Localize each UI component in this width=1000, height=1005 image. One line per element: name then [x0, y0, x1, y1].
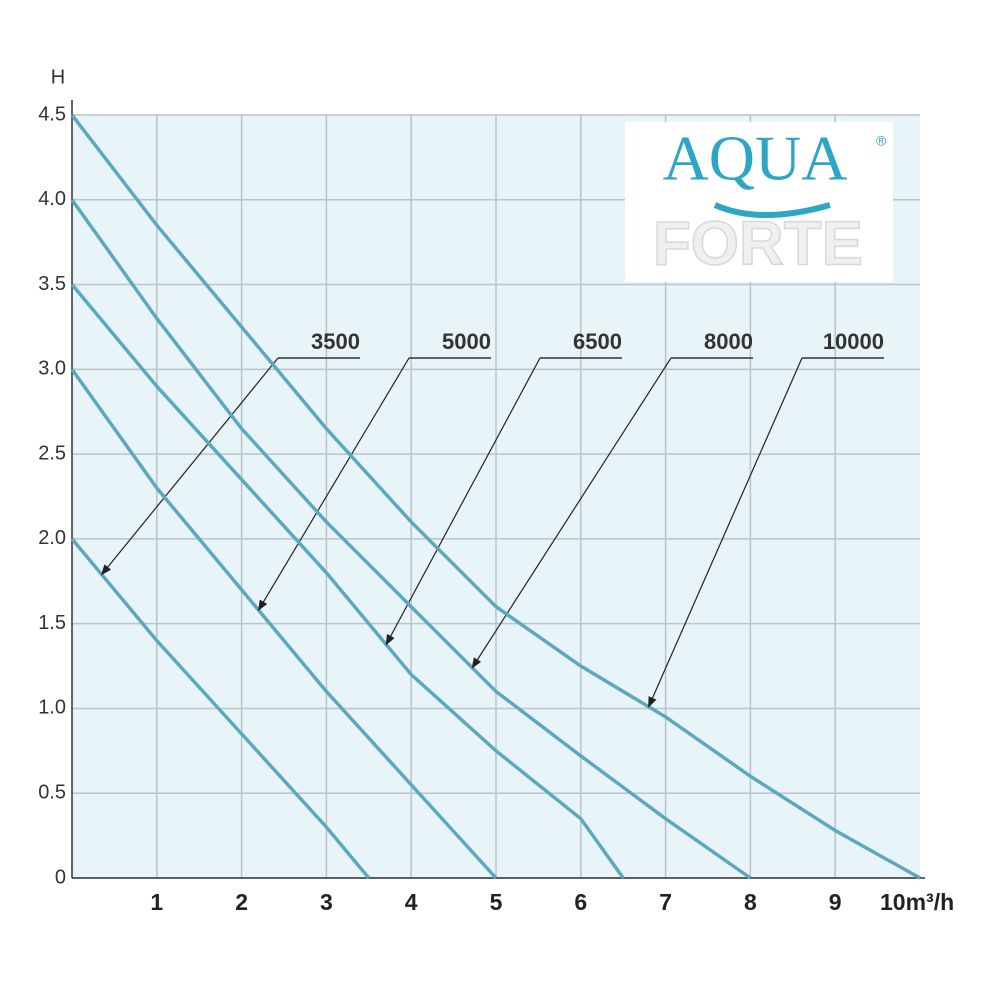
logo-wave	[713, 202, 831, 218]
y-tick-label: 1.0	[38, 697, 66, 719]
x-tick-label: 3	[320, 889, 333, 915]
x-tick-label: 9	[829, 889, 842, 915]
y-tick-label: 3.0	[38, 358, 66, 380]
logo-main: AQUA	[663, 123, 848, 194]
x-tick-label: 7	[659, 889, 672, 915]
curve	[70, 113, 921, 880]
series-label: 8000	[704, 329, 753, 354]
curve	[70, 537, 371, 880]
curve	[70, 368, 498, 880]
y-tick-label: 0.5	[38, 782, 66, 804]
y-axis-label: H	[51, 66, 65, 88]
x-tick-label: 10m³/h	[880, 889, 954, 915]
logo-box	[625, 122, 893, 282]
leader-arrow	[471, 357, 672, 669]
y-tick-label: 2.0	[38, 527, 66, 549]
x-tick-label: 1	[150, 889, 163, 915]
y-tick-label: 4.0	[38, 188, 66, 210]
leader-arrow	[100, 357, 279, 576]
series-label: 10000	[823, 329, 884, 354]
x-tick-label: 5	[490, 889, 503, 915]
series-label: 3500	[311, 329, 360, 354]
y-tick-label: 2.5	[38, 442, 66, 464]
logo-sub: FORTE	[653, 209, 863, 278]
y-tick-label: 3.5	[38, 273, 66, 295]
leader-arrow	[385, 357, 541, 646]
y-tick-label: 0	[55, 866, 66, 888]
series-label: 6500	[573, 329, 622, 354]
x-tick-label: 8	[744, 889, 757, 915]
y-tick-label: 4.5	[38, 103, 66, 125]
series-label: 5000	[442, 329, 491, 354]
x-tick-label: 2	[235, 889, 248, 915]
curve	[70, 283, 625, 880]
x-tick-label: 6	[574, 889, 587, 915]
curve	[70, 198, 752, 880]
y-tick-label: 1.5	[38, 612, 66, 634]
logo-mark: ®	[876, 133, 887, 149]
x-tick-label: 4	[405, 889, 418, 915]
leader-arrow	[258, 357, 410, 612]
leader-arrow	[648, 357, 803, 708]
